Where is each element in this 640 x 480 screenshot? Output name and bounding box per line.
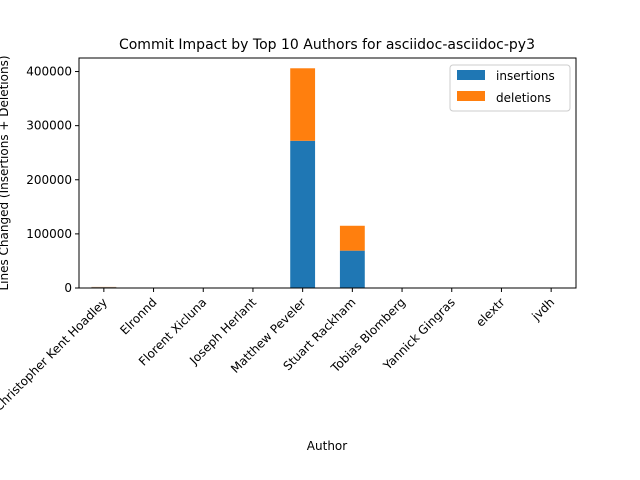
legend: insertions deletions [449,64,571,112]
y-tick-label: 300000 [26,119,72,133]
legend-swatch-insertions [457,70,485,80]
y-tick-label: 400000 [26,65,72,79]
bar-insertions-5 [339,250,365,288]
chart-title: Commit Impact by Top 10 Authors for asci… [119,37,535,53]
y-tick-label: 100000 [26,227,72,241]
legend-label-insertions: insertions [496,69,555,83]
bar-deletions-4 [290,68,316,141]
y-tick-label: 200000 [26,173,72,187]
y-axis-label: Lines Changed (Insertions + Deletions) [0,55,11,290]
x-axis-label: Author [307,439,347,453]
bars-layer [91,68,564,289]
legend-swatch-deletions [457,91,485,101]
plot-frame [78,57,577,289]
bar-deletions-5 [339,225,365,251]
legend-label-deletions: deletions [496,91,551,105]
bar-insertions-4 [290,140,316,288]
y-axis-ticks: 0 100000 200000 300000 400000 [26,65,79,295]
y-tick-label: 0 [64,281,72,295]
